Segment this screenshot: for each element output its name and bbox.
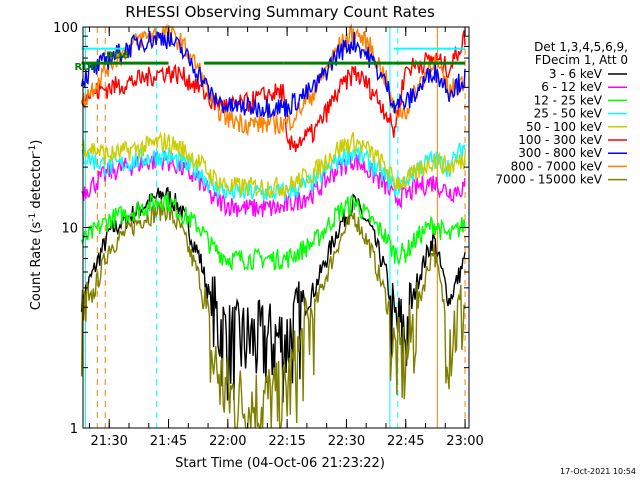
y-axis-title-suffix: ) bbox=[29, 140, 44, 145]
timestamp: 17-Oct-2021 10:54 bbox=[560, 467, 636, 476]
series-line-1 bbox=[81, 150, 466, 218]
y-axis-title-sup1: -1 bbox=[28, 213, 38, 222]
y-axis-title-mid: detector bbox=[29, 153, 44, 213]
x-tick-label-3: 22:15 bbox=[268, 434, 305, 449]
legend-label-7: 800 - 7000 keV bbox=[511, 159, 603, 173]
legend: Det 1,3,4,5,6,9,FDecim 1, Att 03 - 6 keV… bbox=[495, 40, 628, 187]
overlay-label-1: RD6 bbox=[106, 50, 129, 61]
series-line-7 bbox=[80, 23, 466, 137]
legend-label-6: 300 - 800 keV bbox=[518, 146, 602, 160]
x-axis-title: Start Time (04-Oct-06 21:23:22) bbox=[175, 456, 385, 471]
x-tick-label-2: 22:00 bbox=[209, 434, 246, 449]
x-tick-label-4: 22:30 bbox=[328, 434, 365, 449]
y-tick-label-1: 10 bbox=[61, 222, 78, 237]
flag-bands: RD6 RD6 bbox=[75, 47, 466, 73]
legend-header-1: FDecim 1, Att 0 bbox=[535, 53, 628, 67]
legend-label-3: 25 - 50 keV bbox=[534, 107, 603, 121]
series-layer bbox=[80, 23, 466, 429]
legend-label-2: 12 - 25 keV bbox=[534, 93, 603, 107]
x-tick-label-5: 22:45 bbox=[387, 434, 424, 449]
legend-label-1: 6 - 12 keV bbox=[541, 80, 603, 94]
series-line-2 bbox=[80, 192, 466, 272]
y-axis-title-sup2: -1 bbox=[28, 145, 38, 154]
overlay-label-0: RD6 bbox=[75, 62, 98, 73]
y-axis-title: Count Rate (s-1 detector-1) bbox=[28, 140, 44, 311]
series-line-5 bbox=[80, 30, 466, 153]
y-tick-label-2: 100 bbox=[53, 21, 78, 36]
series-line-4 bbox=[81, 131, 466, 199]
legend-label-5: 100 - 300 keV bbox=[518, 133, 602, 147]
y-axis-title-prefix: Count Rate (s bbox=[29, 222, 44, 311]
legend-label-0: 3 - 6 keV bbox=[549, 67, 603, 81]
y-tick-label-0: 1 bbox=[70, 422, 78, 437]
x-tick-label-1: 21:45 bbox=[150, 434, 187, 449]
axes-layer: 1 10 100 21:30 21:45 22:00 22:15 22:30 22:45 23:0… bbox=[53, 21, 484, 449]
chart-title: RHESSI Observing Summary Count Rates bbox=[125, 3, 435, 21]
series-line-6 bbox=[80, 30, 466, 119]
series-line-0 bbox=[80, 186, 466, 403]
legend-label-8: 7000 - 15000 keV bbox=[495, 173, 602, 187]
legend-label-4: 50 - 100 keV bbox=[526, 120, 603, 134]
x-tick-label-0: 21:30 bbox=[90, 434, 127, 449]
legend-header-0: Det 1,3,4,5,6,9, bbox=[534, 40, 628, 54]
series-line-8 bbox=[80, 199, 466, 429]
x-tick-label-6: 23:00 bbox=[446, 434, 483, 449]
